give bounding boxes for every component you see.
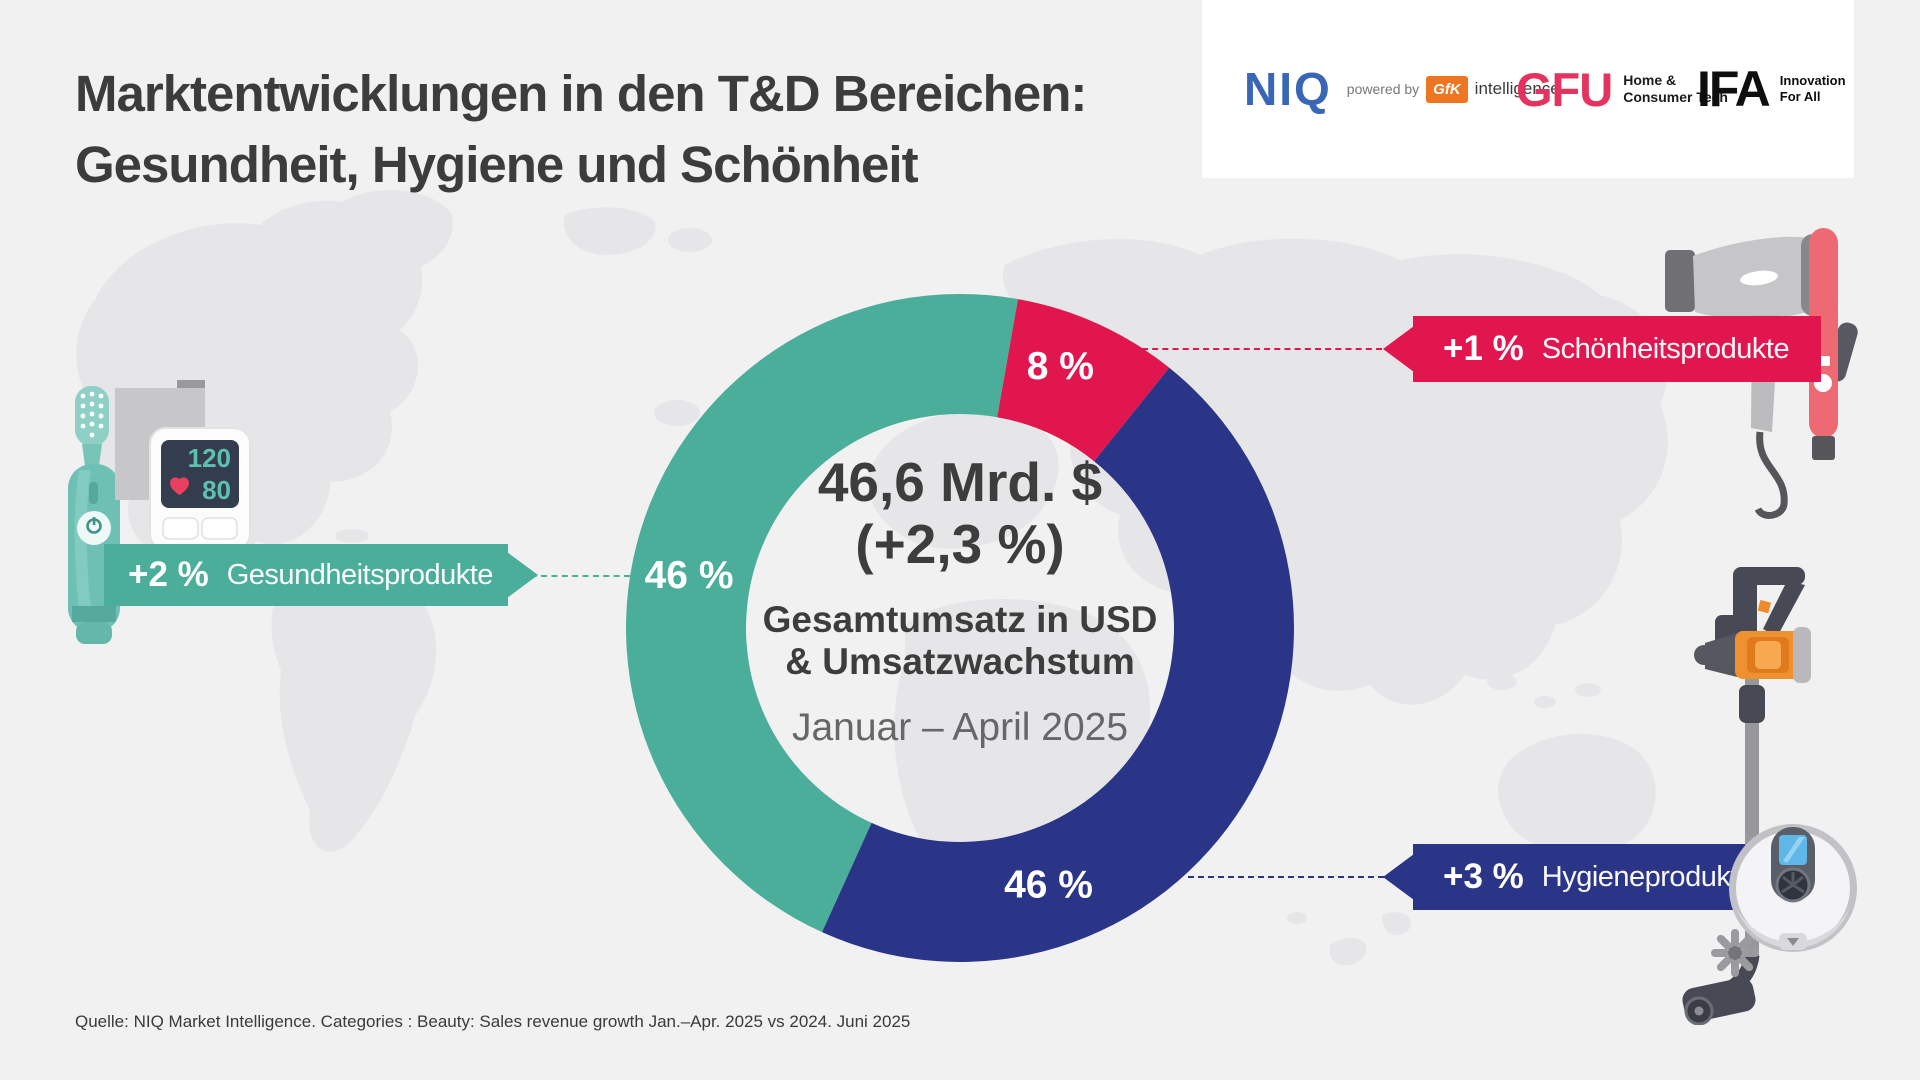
robot-vacuum-icon bbox=[1711, 824, 1857, 977]
bp-systolic-value: 120 bbox=[188, 443, 231, 473]
callout-schoenheitsprodukte: +1 % Schönheitsprodukte bbox=[1383, 316, 1821, 382]
donut-segment-schoenheit bbox=[997, 299, 1170, 462]
bp-diastolic-value: 80 bbox=[202, 475, 231, 505]
gfu-wordmark: GFU bbox=[1516, 62, 1613, 116]
page-title-line1: Marktentwicklungen in den T&D Bereichen: bbox=[75, 65, 1087, 122]
callout-gesundheitsprodukte: +2 % Gesundheitsprodukte bbox=[104, 544, 538, 606]
donut-center-text: 46,6 Mrd. $ (+2,3 %) Gesamtumsatz in USD… bbox=[712, 451, 1208, 750]
hygiene-growth-value: +3 % bbox=[1443, 857, 1524, 896]
page-title: Marktentwicklungen in den T&D Bereichen:… bbox=[75, 58, 1087, 201]
donut-segment-share-label-schoenheit: 8 % bbox=[1027, 345, 1094, 388]
leader-line-schoenheit bbox=[1142, 348, 1382, 350]
donut-segment-share-label-hygiene: 46 % bbox=[1004, 864, 1093, 907]
robot-side-brush bbox=[1711, 929, 1759, 977]
leader-line-gesundheit bbox=[510, 575, 630, 577]
page-title-line2: Gesundheit, Hygiene und Schönheit bbox=[75, 136, 919, 194]
donut-segment-share-label-gesundheit: 46 % bbox=[645, 554, 734, 597]
niq-wordmark: NIQ bbox=[1244, 63, 1332, 115]
gfk-logo: GfK bbox=[1426, 75, 1468, 103]
donut-period: Januar – April 2025 bbox=[791, 705, 1129, 749]
schoenheit-growth-value: +1 % bbox=[1443, 329, 1524, 368]
source-note: Quelle: NIQ Market Intelligence. Categor… bbox=[75, 1012, 911, 1031]
ifa-tagline: Innovation For All bbox=[1779, 72, 1846, 104]
niq-logo: NIQ powered by GfK intelligence bbox=[1244, 0, 1560, 178]
niq-powered-by: powered by GfK intelligence bbox=[1347, 75, 1560, 103]
schoenheit-label: Schönheitsprodukte bbox=[1541, 332, 1790, 365]
donut-segment-hygiene bbox=[822, 367, 1295, 962]
gfu-tagline: Home & Consumer Tech bbox=[1623, 71, 1728, 106]
callout-arrow-left bbox=[1383, 326, 1414, 372]
gesundheit-label: Gesundheitsprodukte bbox=[226, 558, 494, 591]
callout-arrow-right bbox=[507, 552, 538, 598]
ifa-logo: IFA Innovation For All bbox=[1697, 0, 1846, 178]
hygiene-label: Hygieneprodukte bbox=[1541, 860, 1754, 893]
donut-subtitle: Gesamtumsatz in USD & Umsatzwachstum bbox=[762, 599, 1158, 683]
total-revenue-value: 46,6 Mrd. $ (+2,3 %) bbox=[817, 451, 1103, 575]
callout-arrow-left bbox=[1383, 854, 1414, 900]
callout-hygieneprodukte: +3 % Hygieneprodukte bbox=[1383, 844, 1767, 910]
health-products-illustration: 120 80 bbox=[68, 380, 251, 644]
total-growth-value: (+2,3 %) bbox=[855, 512, 1065, 575]
hygiene-products-illustration bbox=[1682, 567, 1857, 1025]
blood-pressure-monitor-icon: 120 80 bbox=[115, 380, 251, 596]
donut-segment-gesundheit bbox=[625, 294, 1018, 933]
gesundheit-growth-value: +2 % bbox=[128, 555, 209, 594]
ifa-wordmark: IFA bbox=[1697, 61, 1771, 117]
heart-icon bbox=[170, 477, 189, 495]
leader-line-hygiene bbox=[1188, 876, 1384, 878]
logo-panel: NIQ powered by GfK intelligence GFU Home… bbox=[1202, 0, 1854, 178]
gfu-logo: GFU Home & Consumer Tech bbox=[1516, 0, 1728, 178]
